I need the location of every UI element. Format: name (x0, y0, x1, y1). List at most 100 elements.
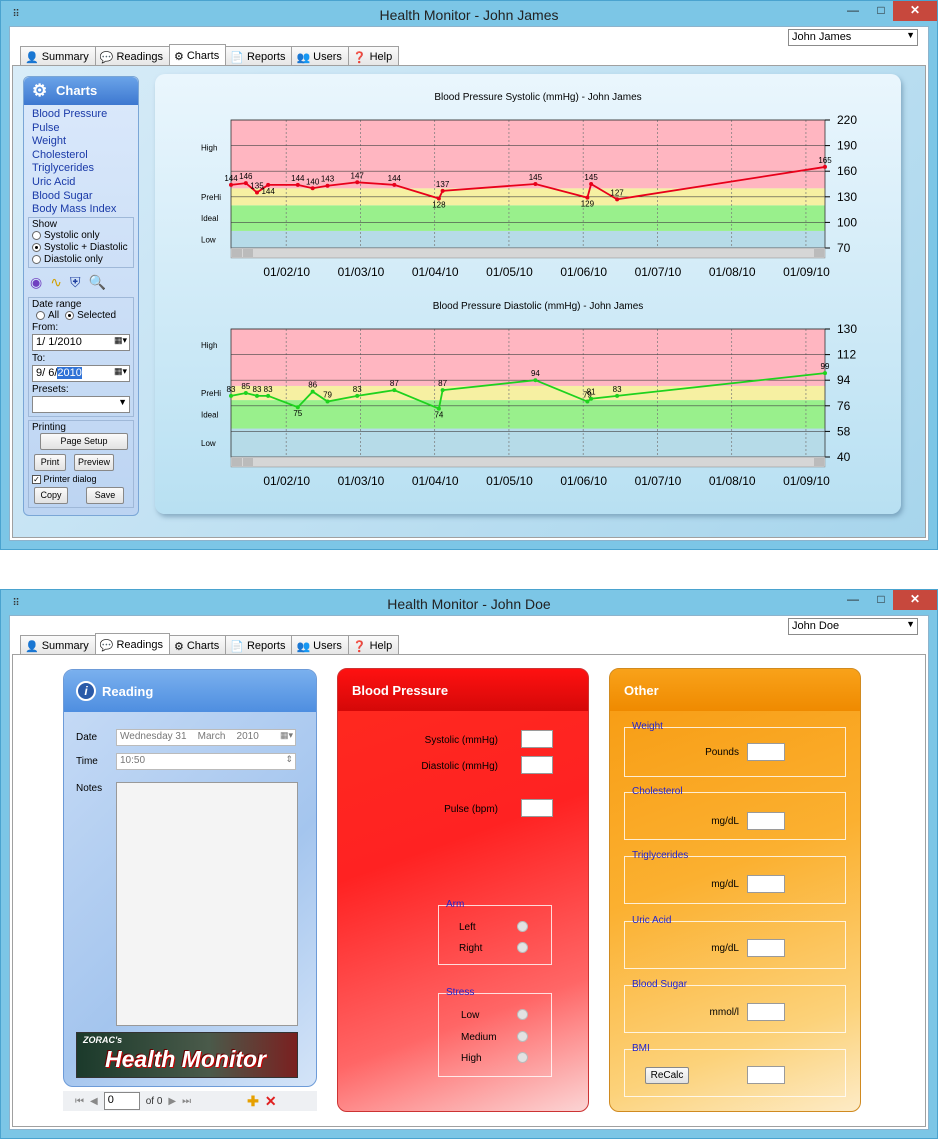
y-tick-label: 100 (837, 215, 857, 229)
maximize-button[interactable]: □ (877, 3, 885, 17)
minimize-button[interactable]: — (847, 3, 859, 17)
zone-label: PreHi (201, 389, 221, 398)
x-tick-label: 01/08/10 (709, 265, 756, 279)
systolic-label: Systolic (mmHg) (424, 735, 498, 746)
printer-dialog-checkbox[interactable]: ✓ Printer dialog (32, 474, 130, 484)
minimize-button[interactable]: — (847, 592, 859, 606)
person-icon: 👤 (25, 640, 39, 653)
link-cholesterol[interactable]: Cholesterol (32, 148, 88, 161)
data-point (266, 393, 271, 398)
from-date-picker[interactable]: 1/ 1/2010 ▦▾ (32, 333, 130, 351)
tab-summary[interactable]: 👤 Summary (20, 635, 96, 654)
tab-reports[interactable]: 📄 Reports (225, 46, 293, 65)
link-blood-sugar[interactable]: Blood Sugar (32, 189, 93, 202)
user-select[interactable]: John James ▼ (788, 29, 918, 46)
radio-systolic-only[interactable]: Systolic only (32, 230, 130, 242)
tab-help[interactable]: ❓ Help (347, 635, 400, 654)
copy-button[interactable]: Copy (34, 486, 68, 504)
radio-selected[interactable]: Selected (65, 310, 116, 322)
stress-high-radio[interactable] (517, 1052, 528, 1063)
to-date-picker[interactable]: 9/ 6/2010 ▦▾ (32, 364, 130, 382)
last-record-icon[interactable]: ⏭ (182, 1095, 192, 1107)
tab-help[interactable]: ❓ Help (347, 46, 400, 65)
print-button[interactable]: Print (34, 453, 66, 471)
recalc-button[interactable]: ReCalc (645, 1067, 689, 1084)
tab-summary[interactable]: 👤 Summary (20, 46, 96, 65)
tab-users[interactable]: 👥 Users (291, 46, 349, 65)
zone-label: High (201, 143, 217, 152)
zoom-reset-icon[interactable]: 🔍 (88, 273, 106, 290)
data-point (310, 389, 315, 394)
link-uric-acid[interactable]: Uric Acid (32, 175, 76, 188)
preview-button[interactable]: Preview (74, 453, 114, 471)
spinner-icon[interactable]: ⇕ (285, 754, 293, 764)
main-tabs: 👤 Summary 💬 Readings ⚙ Charts 📄 Reports 👥 Use… (20, 44, 400, 65)
user-select[interactable]: John Doe ▼ (788, 618, 918, 635)
link-bmi[interactable]: Body Mass Index (32, 203, 117, 216)
link-triglycerides[interactable]: Triglycerides (32, 162, 94, 175)
page-setup-button[interactable]: Page Setup (40, 432, 128, 450)
tab-users[interactable]: 👥 Users (291, 635, 349, 654)
calendar-icon: ▦▾ (113, 365, 127, 376)
pulse-input[interactable] (521, 799, 553, 817)
x-tick-label: 01/06/10 (560, 474, 607, 488)
stress-medium-radio[interactable] (517, 1031, 528, 1042)
date-picker[interactable]: Wednesday 31 March 2010 ▦▾ (116, 729, 296, 746)
radio-circle[interactable] (32, 255, 41, 265)
systolic-input[interactable] (521, 730, 553, 748)
maximize-button[interactable]: □ (877, 592, 885, 606)
bmi-input[interactable] (747, 1066, 785, 1084)
delete-record-icon[interactable]: ✕ (264, 1092, 277, 1109)
arm-left-radio[interactable] (517, 921, 528, 932)
radio-systolic-diastolic[interactable]: Systolic + Diastolic (32, 242, 130, 254)
weight-input[interactable] (747, 743, 785, 761)
date-range-group: Date range All Selected From: 1/ 1/2010 ▦… (28, 296, 134, 417)
tab-readings[interactable]: 💬 Readings (94, 633, 170, 654)
next-record-icon[interactable]: ▶ (168, 1095, 177, 1107)
tab-charts[interactable]: ⚙ Charts (168, 44, 227, 65)
data-point (436, 406, 441, 411)
radio-circle[interactable] (32, 231, 41, 241)
tab-reports[interactable]: 📄 Reports (225, 635, 293, 654)
record-index-input[interactable]: 0 (103, 1092, 140, 1110)
data-label: 146 (239, 172, 253, 181)
radio-all[interactable]: All (36, 310, 59, 322)
save-button[interactable]: Save (86, 486, 124, 504)
users-icon: 👥 (296, 640, 311, 653)
tab-charts[interactable]: ⚙ Charts (168, 635, 227, 654)
arm-right-radio[interactable] (517, 942, 528, 953)
uric-acid-input[interactable] (747, 939, 785, 957)
presets-select[interactable]: ▼ (32, 395, 130, 413)
data-point (392, 182, 397, 187)
radio-diastolic-only[interactable]: Diastolic only (32, 254, 130, 266)
x-tick-label: 01/02/10 (263, 474, 310, 488)
blood-sugar-input[interactable] (747, 1003, 785, 1021)
tab-label: Charts (186, 640, 220, 652)
3d-icon[interactable]: ◉ (30, 273, 43, 290)
copy-save-row: Copy Save (34, 486, 130, 504)
radio-circle[interactable] (65, 311, 75, 321)
diastolic-input[interactable] (521, 756, 553, 774)
link-pulse[interactable]: Pulse (32, 121, 60, 134)
radio-circle[interactable] (32, 243, 41, 253)
line-chart-icon[interactable]: ∿ (50, 273, 62, 290)
x-tick-label: 01/09/10 (783, 265, 830, 279)
shield-icon[interactable]: ⛨ (69, 273, 81, 290)
link-weight[interactable]: Weight (32, 135, 67, 148)
prev-record-icon[interactable]: ◀ (90, 1095, 98, 1107)
link-blood-pressure[interactable]: Blood Pressure (32, 108, 108, 120)
first-record-icon[interactable]: ⏮ (75, 1095, 84, 1107)
triglycerides-input[interactable] (747, 875, 785, 893)
cholesterol-input[interactable] (747, 812, 785, 830)
close-button[interactable]: ✕ (893, 590, 937, 610)
app-menu-icon[interactable]: ⠿ (12, 598, 20, 609)
checkbox-checked[interactable]: ✓ (32, 474, 41, 484)
notes-textarea[interactable] (116, 782, 298, 1026)
app-menu-icon[interactable]: ⠿ (12, 9, 20, 20)
radio-circle[interactable] (36, 311, 45, 321)
tab-readings[interactable]: 💬 Readings (94, 46, 170, 65)
time-input[interactable]: 10:50 ⇕ (116, 753, 296, 770)
close-button[interactable]: ✕ (893, 1, 937, 21)
add-record-icon[interactable]: ✚ (247, 1092, 259, 1109)
stress-low-radio[interactable] (517, 1009, 528, 1020)
